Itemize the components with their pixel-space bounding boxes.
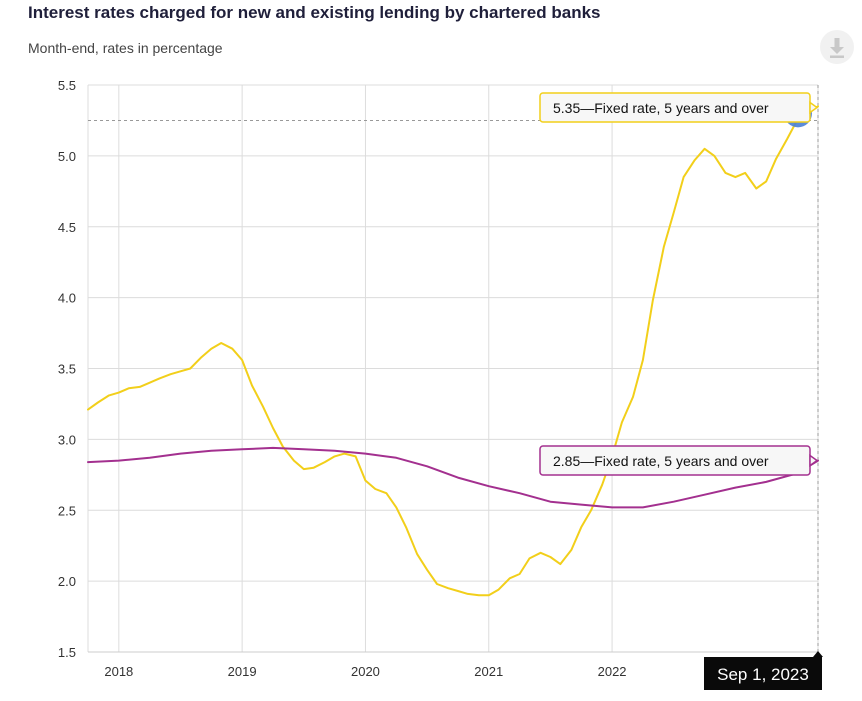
series-line-new-lending[interactable]	[87, 105, 819, 597]
x-tick-label: 2022	[598, 664, 627, 679]
chart-subtitle: Month-end, rates in percentage	[28, 40, 223, 56]
y-tick-label: 3.0	[58, 432, 76, 447]
y-tick-label: 4.0	[58, 291, 76, 306]
x-tick-label: 2020	[351, 664, 380, 679]
crosshair-date-box	[704, 657, 822, 690]
y-tick-label: 1.5	[58, 645, 76, 660]
x-tick-label: 2021	[474, 664, 503, 679]
download-icon	[830, 38, 844, 58]
y-tick-label: 3.5	[58, 362, 76, 377]
chart-title: Interest rates charged for new and exist…	[28, 3, 601, 22]
tooltip-text: 5.35—Fixed rate, 5 years and over	[553, 100, 769, 116]
x-tick-label: 2018	[104, 664, 133, 679]
y-tick-label: 5.5	[58, 78, 76, 93]
y-tick-label: 4.5	[58, 220, 76, 235]
download-button[interactable]	[820, 30, 854, 64]
tooltip-pointer	[809, 454, 819, 467]
y-tick-label: 2.5	[58, 503, 76, 518]
tooltip-text: 2.85—Fixed rate, 5 years and over	[553, 453, 769, 469]
y-tick-label: 5.0	[58, 149, 76, 164]
crosshair-date-pointer	[813, 651, 823, 657]
tooltip-pointer	[809, 101, 819, 114]
x-tick-label: 2019	[228, 664, 257, 679]
series-line-existing-lending[interactable]	[87, 446, 819, 509]
crosshair-date-label: Sep 1, 2023	[717, 665, 809, 684]
y-tick-label: 2.0	[58, 574, 76, 589]
